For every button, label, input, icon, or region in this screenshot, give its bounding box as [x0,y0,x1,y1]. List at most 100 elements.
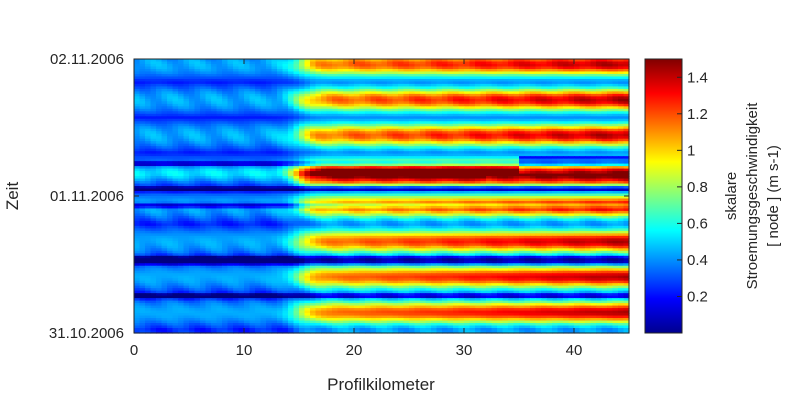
heatmap-cell [216,148,223,152]
heatmap-cell [480,116,487,120]
heatmap-cell [513,98,520,102]
heatmap-cell [601,108,608,112]
heatmap-cell [398,173,405,177]
heatmap-cell [348,123,355,127]
heatmap-cell [574,93,581,97]
heatmap-cell [420,126,427,130]
heatmap-cell [211,86,218,90]
heatmap-cell [579,128,586,132]
heatmap-cell [480,146,487,150]
heatmap-cell [172,59,179,63]
heatmap-cell [277,103,284,107]
heatmap-cell [530,101,537,105]
heatmap-cell [183,88,190,92]
heatmap-cell [376,143,383,147]
heatmap-cell [530,93,537,97]
heatmap-cell [414,86,421,90]
heatmap-cell [612,93,619,97]
heatmap-cell [172,98,179,102]
heatmap-cell [194,116,201,120]
heatmap-cell [552,68,559,73]
heatmap-cell [409,161,416,165]
heatmap-cell [145,126,152,130]
heatmap-cell [249,71,256,75]
heatmap-cell [139,171,146,175]
heatmap-cell [183,116,190,120]
heatmap-cell [205,193,212,197]
heatmap-cell [172,151,179,155]
heatmap-cell [381,133,388,137]
heatmap-cell [172,141,179,145]
heatmap-cell [486,163,493,167]
heatmap-cell [134,151,141,155]
heatmap-cell [590,133,597,137]
heatmap-cell [469,133,476,137]
heatmap-cell [579,126,586,130]
heatmap-cell [161,103,168,107]
heatmap-cell [299,108,306,112]
heatmap-cell [156,83,163,87]
heatmap-cell [612,78,619,83]
heatmap-cell [376,88,383,92]
heatmap-cell [354,68,361,73]
heatmap-cell [392,81,399,85]
heatmap-cell [161,136,168,140]
heatmap-cell [596,93,603,97]
heatmap-cell [376,103,383,107]
heatmap-cell [189,141,196,145]
heatmap-cell [293,153,300,157]
heatmap-cell [145,183,152,187]
heatmap-cell [552,116,559,120]
heatmap-cell [161,113,168,117]
heatmap-cell [458,98,465,102]
heatmap-cell [447,113,454,117]
heatmap-cell [403,93,410,97]
heatmap-cell [299,158,306,162]
heatmap-cell [475,111,482,115]
heatmap-cell [596,146,603,150]
heatmap-cell [387,106,394,110]
heatmap-cell [172,131,179,135]
heatmap-cell [145,176,152,180]
heatmap-cell [178,168,185,172]
heatmap-cell [618,136,625,140]
heatmap-cell [238,73,245,78]
heatmap-cell [464,183,471,187]
heatmap-cell [359,113,366,117]
heatmap-cell [420,66,427,70]
heatmap-cell [266,148,273,152]
heatmap-cell [480,178,487,182]
heatmap-cell [557,93,564,97]
heatmap-cell [574,66,581,70]
heatmap-cell [612,156,619,160]
heatmap-cell [227,86,234,90]
heatmap-cell [194,181,201,185]
heatmap-cell [282,188,289,192]
heatmap-cell [271,158,278,162]
heatmap-cell [387,111,394,115]
heatmap-cell [310,66,317,70]
heatmap-cell [304,83,311,87]
heatmap-cell [260,123,267,127]
heatmap-cell [568,108,575,112]
heatmap-cell [233,88,240,92]
heatmap-cell [574,158,581,162]
heatmap-cell [579,71,586,75]
heatmap-cell [365,143,372,147]
heatmap-cell [315,78,322,83]
heatmap-cell [403,59,410,63]
heatmap-cell [299,138,306,142]
heatmap-cell [381,93,388,97]
heatmap-cell [354,168,361,172]
heatmap-cell [249,188,256,192]
heatmap-cell [601,183,608,187]
heatmap-cell [469,138,476,142]
heatmap-cell [590,156,597,160]
heatmap-cell [150,191,157,195]
heatmap-cell [227,171,234,175]
heatmap-cell [381,76,388,80]
heatmap-cell [260,151,267,155]
heatmap-cell [590,91,597,95]
heatmap-cell [216,113,223,117]
heatmap-cell [310,116,317,120]
